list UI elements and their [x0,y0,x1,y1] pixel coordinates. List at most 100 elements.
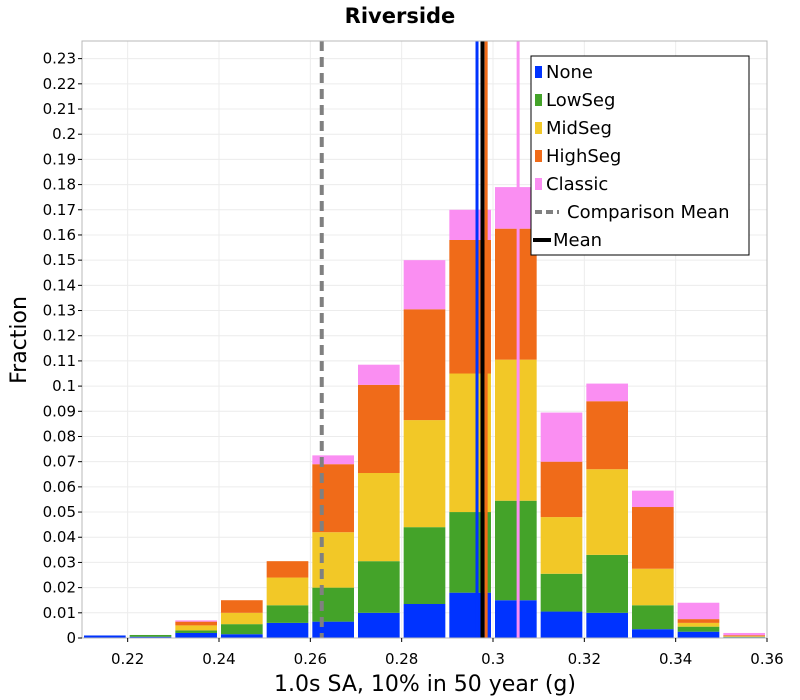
bar-midseg-bin-10 [540,517,583,574]
bar-midseg-bin-7 [403,420,446,528]
y-tick-label-23: 0.23 [43,50,76,68]
legend-swatch-none [535,66,542,78]
bar-none-bin-10 [540,611,583,638]
legend-swatch-lowseg [535,94,542,106]
y-tick-label-19: 0.19 [43,150,76,168]
y-tick-label-15: 0.15 [43,251,76,269]
bar-lowseg-bin-13 [677,626,720,632]
y-axis-label: Fraction [7,296,32,384]
x-axis-label: 1.0s SA, 10% in 50 year (g) [274,672,576,697]
legend-box [530,55,750,256]
x-axis-ticks: 0.22 0.24 0.26 0.28 0.3 0.32 0.34 0.36 [111,638,784,668]
bar-highseg-bin-10 [540,461,583,518]
bar-lowseg-bin-3 [221,624,263,635]
bar-none-bin-9 [495,600,537,638]
bar-lowseg-bin-2 [175,630,217,633]
bar-none-bin-7 [403,603,446,638]
bar-lowseg-bin-9 [495,500,537,601]
bar-lowseg-bin-5 [312,587,354,622]
bar-lowseg-bin-1 [129,634,172,637]
bar-highseg-bin-14 [723,635,765,637]
mean-lines-layer [319,41,520,638]
y-tick-label-21: 0.21 [43,100,76,118]
bar-midseg-bin-6 [358,473,400,562]
bar-none-bin-6 [358,612,400,638]
bar-midseg-bin-14 [723,636,765,637]
bar-highseg-bin-3 [221,600,263,613]
legend-swatch-highseg [535,150,542,162]
x-tick-label-0: 0.22 [111,650,144,668]
y-tick-label-8: 0.08 [43,427,76,445]
bar-midseg-bin-11 [586,469,628,555]
bar-classic-bin-5 [312,455,354,465]
bar-highseg-bin-7 [403,309,446,421]
bar-classic-bin-9 [495,187,537,229]
bar-midseg-bin-9 [495,359,537,501]
y-tick-label-5: 0.05 [43,503,76,521]
y-tick-label-20: 0.2 [52,125,76,143]
legend-label-lowseg: LowSeg [546,90,615,111]
bar-lowseg-bin-14 [723,636,765,638]
x-tick-label-6: 0.34 [659,650,692,668]
bar-midseg-bin-3 [221,612,263,625]
bar-midseg-bin-2 [175,625,217,631]
y-axis-ticks: 0 0.01 0.02 0.03 0.04 0.05 0.06 0.07 0.08 0.09 0.1… [43,50,82,647]
bar-highseg-bin-13 [677,619,720,623]
legend-label-mean: Mean [553,230,602,251]
y-tick-label-10: 0.1 [52,377,76,395]
bar-lowseg-bin-10 [540,573,583,612]
x-tick-label-4: 0.3 [481,650,505,668]
bar-classic-bin-7 [403,260,446,310]
bar-lowseg-bin-12 [632,605,674,630]
y-tick-label-22: 0.22 [43,75,76,93]
bar-none-bin-12 [632,629,674,638]
y-tick-label-6: 0.06 [43,478,76,496]
bar-highseg-bin-6 [358,384,400,474]
bar-classic-bin-14 [723,632,765,636]
bar-none-bin-4 [266,622,309,638]
y-tick-label-4: 0.04 [43,528,76,546]
chart-title: Riverside [345,4,456,28]
y-tick-label-1: 0.01 [43,604,76,622]
y-tick-label-12: 0.12 [43,327,76,345]
bar-highseg-bin-4 [266,561,309,578]
y-tick-label-0: 0 [66,629,76,647]
legend-label-midseg: MidSeg [546,118,612,139]
bar-none-bin-13 [677,631,720,638]
y-tick-label-3: 0.03 [43,553,76,571]
bar-classic-bin-10 [540,412,583,462]
legend-swatch-midseg [535,122,542,134]
x-tick-label-1: 0.24 [202,650,235,668]
bar-none-bin-5 [312,621,354,638]
bar-highseg-bin-12 [632,507,674,569]
y-tick-label-18: 0.18 [43,176,76,194]
bar-classic-bin-13 [677,602,720,620]
bar-none-bin-1 [129,636,172,638]
x-tick-label-3: 0.28 [385,650,418,668]
legend-swatch-classic [535,178,542,190]
legend-label-none: None [546,62,593,83]
bar-classic-bin-6 [358,364,400,385]
bar-highseg-bin-9 [495,228,537,360]
legend-label-highseg: HighSeg [546,146,621,167]
bar-none-bin-11 [586,612,628,638]
legend: None LowSeg MidSeg HighSeg Classic Comparison… [530,55,750,256]
bar-midseg-bin-5 [312,532,354,588]
bar-none-bin-2 [175,632,217,638]
bar-none-bin-0 [84,635,126,638]
y-tick-label-11: 0.11 [43,352,76,370]
bar-lowseg-bin-11 [586,554,628,613]
bar-highseg-bin-5 [312,464,354,533]
legend-label-comparison-mean: Comparison Mean [567,202,730,223]
bars-layer [84,187,765,638]
x-tick-label-5: 0.32 [568,650,601,668]
x-tick-label-7: 0.36 [750,650,783,668]
y-tick-label-14: 0.14 [43,276,76,294]
bar-lowseg-bin-4 [266,605,309,623]
y-tick-label-2: 0.02 [43,579,76,597]
legend-label-classic: Classic [546,174,608,195]
bar-midseg-bin-4 [266,577,309,606]
bar-classic-bin-11 [586,383,628,402]
bar-classic-bin-12 [632,490,674,508]
